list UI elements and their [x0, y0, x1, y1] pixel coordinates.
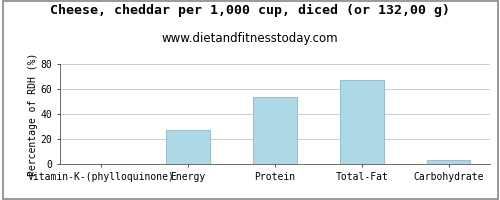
Text: www.dietandfitnesstoday.com: www.dietandfitnesstoday.com	[162, 32, 338, 45]
Bar	[254, 97, 296, 164]
Text: Cheese, cheddar per 1,000 cup, diced (or 132,00 g): Cheese, cheddar per 1,000 cup, diced (or…	[50, 4, 450, 17]
Y-axis label: Percentage of RDH (%): Percentage of RDH (%)	[28, 52, 38, 176]
Bar	[427, 160, 470, 164]
Bar	[166, 130, 210, 164]
Bar	[340, 80, 384, 164]
